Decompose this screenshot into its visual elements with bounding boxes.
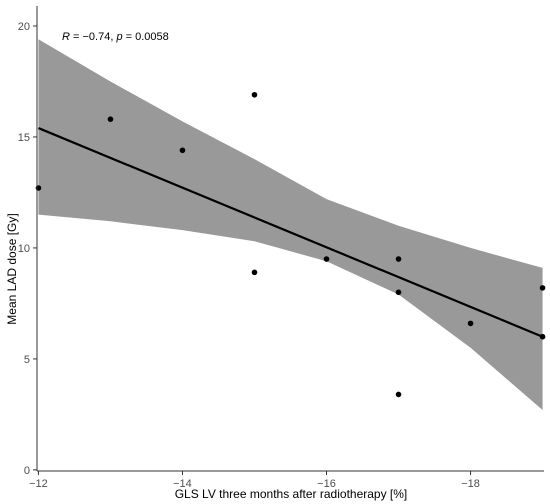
axes-layer: 0 5 10 15 20 −12 −14 −16 −18	[18, 6, 544, 490]
y-tick-label-0: 0	[24, 465, 30, 477]
data-point-10	[467, 320, 474, 327]
y-tick-label-10: 10	[18, 243, 30, 255]
y-tick-label-5: 5	[24, 354, 30, 366]
y-axis-label: Mean LAD dose [Gy]	[5, 213, 19, 324]
data-point-9	[395, 391, 402, 398]
data-point-8	[395, 289, 402, 296]
confidence-band	[38, 39, 543, 410]
correlation-annotation: R = −0.74, p = 0.0058	[62, 31, 169, 43]
data-point-1	[35, 185, 42, 191]
data-point-4	[251, 91, 258, 98]
data-point-12	[539, 333, 546, 340]
data-point-11	[539, 285, 546, 291]
data-point-7	[395, 256, 402, 262]
data-point-2	[107, 116, 114, 122]
y-tick-label-20: 20	[18, 21, 30, 33]
x-tick-label-14: −14	[173, 478, 192, 490]
x-axis-label: GLS LV three months after radiotherapy […	[175, 487, 408, 501]
y-tick-label-15: 15	[18, 132, 30, 144]
data-point-5	[251, 269, 258, 276]
x-tick-label-16: −16	[317, 478, 336, 490]
x-tick-label-18: −18	[461, 478, 480, 490]
data-point-3	[179, 147, 186, 154]
data-point-6	[323, 256, 330, 262]
confidence-band-layer	[38, 39, 543, 410]
x-tick-label-12: −12	[29, 478, 48, 490]
regression-line-layer	[38, 127, 543, 338]
regression-line	[38, 127, 543, 338]
